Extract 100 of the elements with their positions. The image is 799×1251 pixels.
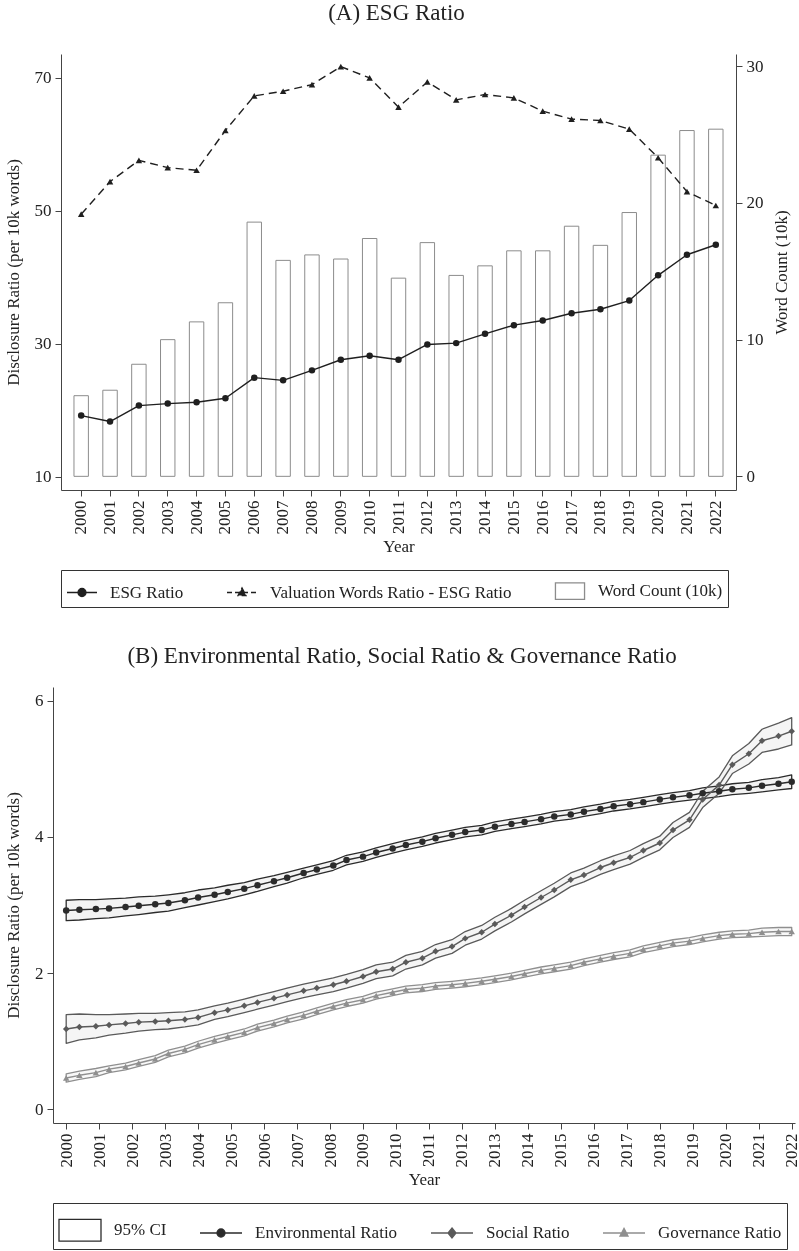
point xyxy=(715,781,723,789)
bar xyxy=(333,258,349,477)
point xyxy=(270,1020,278,1027)
bar xyxy=(217,302,234,477)
y-tick-label: 10 xyxy=(34,467,52,487)
x-tick-label: 2022 xyxy=(705,500,725,535)
chart-title: (B) Environmental Ratio, Social Ratio & Governance Ratio xyxy=(127,643,677,668)
x-tick-label: 2010 xyxy=(359,500,379,535)
y2-tick-label: 0 xyxy=(746,466,755,486)
point xyxy=(669,940,677,946)
point xyxy=(251,93,258,99)
point xyxy=(308,367,316,374)
point xyxy=(669,826,677,834)
point xyxy=(508,820,515,828)
point xyxy=(478,826,485,834)
point xyxy=(389,989,396,996)
point xyxy=(729,931,736,938)
bar xyxy=(679,130,695,477)
point xyxy=(729,761,736,768)
point xyxy=(76,1072,83,1079)
point xyxy=(92,1023,100,1030)
x-tick-label: 2004 xyxy=(186,500,206,535)
point xyxy=(300,987,307,995)
x-tick-label: 2020 xyxy=(648,500,668,535)
point xyxy=(656,839,664,847)
x-tick-label: 2021 xyxy=(676,500,696,535)
point xyxy=(279,88,287,95)
y-tick-label: 70 xyxy=(34,68,52,88)
point xyxy=(402,841,410,849)
x-tick-label: 2022 xyxy=(782,1133,799,1168)
y2-tick-label: 20 xyxy=(746,193,764,213)
x-tick-label: 2016 xyxy=(532,500,552,535)
point xyxy=(758,929,766,936)
point xyxy=(366,75,373,81)
point xyxy=(491,920,499,928)
legend-label: Governance Ratio xyxy=(658,1223,782,1242)
point xyxy=(105,905,113,912)
point xyxy=(567,811,574,818)
point xyxy=(640,847,647,854)
x-tick-label: 2015 xyxy=(551,1133,571,1168)
point xyxy=(224,888,232,896)
point xyxy=(313,1008,321,1015)
point xyxy=(683,251,691,258)
point xyxy=(313,866,321,873)
x-tick-label: 2018 xyxy=(590,500,610,535)
legend-label: Environmental Ratio xyxy=(255,1223,398,1242)
point xyxy=(279,377,287,384)
point xyxy=(211,1037,218,1043)
point xyxy=(626,950,634,957)
point xyxy=(699,790,706,797)
x-tick-label: 2000 xyxy=(71,500,91,535)
y2-tick-label: 30 xyxy=(746,56,764,76)
point xyxy=(567,876,574,884)
point xyxy=(715,788,723,795)
point xyxy=(626,126,633,132)
point xyxy=(432,835,439,842)
point xyxy=(395,356,402,363)
point xyxy=(745,750,753,757)
point xyxy=(77,412,85,419)
point xyxy=(775,928,782,935)
x-tick-label: 2014 xyxy=(475,500,495,535)
point xyxy=(76,906,83,913)
x-tick-label: 2002 xyxy=(122,1133,142,1168)
x-tick-label: 2018 xyxy=(650,1133,670,1168)
bar xyxy=(102,389,118,477)
point xyxy=(686,792,693,799)
point xyxy=(745,784,753,792)
point xyxy=(181,897,189,904)
bar xyxy=(708,128,724,477)
point xyxy=(181,1046,189,1053)
bar xyxy=(361,238,378,477)
x-tick-label: 2009 xyxy=(353,1133,373,1168)
point xyxy=(597,864,604,871)
point xyxy=(300,1012,307,1019)
point xyxy=(313,984,321,992)
point xyxy=(452,97,460,103)
point xyxy=(461,980,469,987)
point xyxy=(597,305,604,313)
point xyxy=(135,902,142,909)
x-tick-label: 2010 xyxy=(386,1133,406,1168)
x-tick-label: 2007 xyxy=(273,500,293,535)
point xyxy=(122,903,129,911)
y-tick-label: 30 xyxy=(34,334,52,354)
point xyxy=(729,785,736,793)
x-tick-label: 2017 xyxy=(561,500,581,535)
x-tick-label: 2003 xyxy=(157,500,177,535)
x-tick-label: 2008 xyxy=(301,500,321,535)
x-tick-label: 2005 xyxy=(215,500,235,535)
bar xyxy=(448,274,464,477)
point xyxy=(372,849,380,856)
y2-tick-label: 10 xyxy=(746,330,764,350)
x-tick-label: 2015 xyxy=(503,500,523,535)
x-tick-label: 2014 xyxy=(518,1133,538,1168)
point xyxy=(626,800,634,808)
y-axis-title: Disclosure Ratio (per 10k words) xyxy=(4,792,23,1019)
point xyxy=(62,907,70,914)
bar xyxy=(73,395,89,477)
point xyxy=(283,991,291,999)
x-tick-label: 2004 xyxy=(188,1133,208,1168)
point xyxy=(788,778,795,785)
